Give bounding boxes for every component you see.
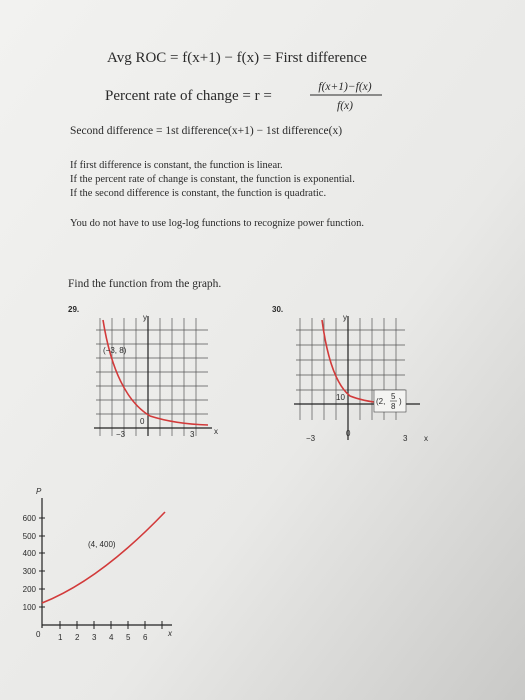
y-axis-label: y [143, 313, 147, 322]
rule: If the percent rate of change is constan… [70, 174, 355, 185]
x-label: 3 [403, 434, 408, 443]
point-fraction-den: 8 [391, 402, 396, 411]
point-label: (2, [376, 397, 385, 406]
x-label: 0 [140, 417, 145, 426]
prompt: Find the function from the graph. [68, 278, 221, 290]
x-axis-label: x [167, 629, 173, 638]
y-label: 600 [23, 514, 37, 523]
note: You do not have to use log-log functions… [70, 218, 364, 229]
fraction-numerator: f(x+1)−f(x) [318, 81, 371, 93]
y-ticks [39, 517, 45, 608]
point-fraction-num: 5 [391, 392, 396, 401]
x-ticks [59, 621, 163, 629]
x-label: 2 [75, 633, 80, 642]
x-label: 5 [126, 633, 131, 642]
rule: If the second difference is constant, th… [70, 188, 326, 199]
y-axis-label: y [343, 313, 347, 322]
curve [102, 319, 209, 426]
point-label: (−3, 8) [103, 346, 127, 355]
second-difference: Second difference = 1st difference(x+1) … [70, 125, 342, 137]
x-label: 0 [346, 429, 351, 438]
y-label: 10 [336, 393, 345, 402]
y-axis-label: P [36, 487, 42, 496]
x-label: 1 [58, 633, 63, 642]
problem-number: 30. [272, 305, 283, 314]
y-label: 200 [23, 585, 37, 594]
x-axis-label: x [424, 434, 428, 443]
x-label: −3 [306, 434, 316, 443]
x-axis-label: x [214, 427, 218, 436]
x-label: 4 [109, 633, 114, 642]
x-label: 3 [92, 633, 97, 642]
fraction-denominator: f(x) [337, 100, 353, 112]
rule: If first difference is constant, the fun… [70, 160, 283, 171]
avg-roc: Avg ROC = f(x+1) − f(x) = First differen… [107, 50, 367, 66]
x-label: 0 [36, 630, 41, 639]
grid-29 [96, 318, 208, 436]
x-label: 6 [143, 633, 148, 642]
percent-label: Percent rate of change = r = [105, 88, 272, 104]
y-label: 100 [23, 603, 37, 612]
problem-number: 29. [68, 305, 79, 314]
curve [41, 511, 166, 604]
y-label: 400 [23, 549, 37, 558]
x-label: 3 [190, 430, 195, 439]
point-label: ) [399, 397, 402, 406]
point-label: (4, 400) [88, 540, 116, 549]
y-label: 300 [23, 567, 37, 576]
y-label: 500 [23, 532, 37, 541]
x-label: −3 [116, 430, 126, 439]
